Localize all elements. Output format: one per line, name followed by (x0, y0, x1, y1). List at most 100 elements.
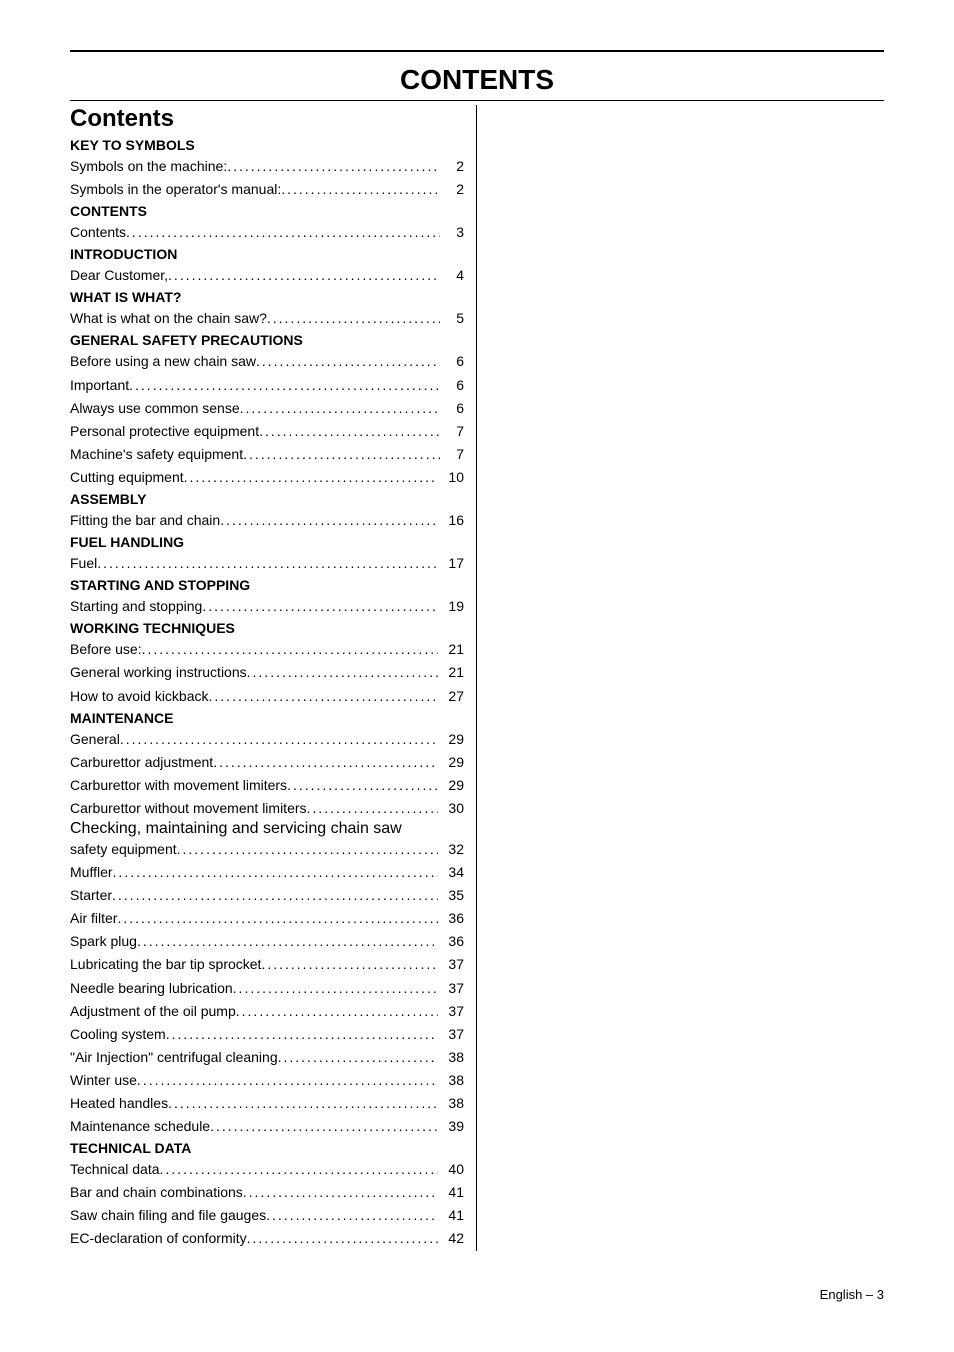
toc-item-page: 37 (438, 1023, 464, 1046)
toc-leader (247, 661, 439, 684)
toc-leader (209, 685, 439, 708)
contents-heading: Contents (70, 105, 464, 133)
toc-leader (278, 1046, 439, 1069)
toc-item: Heated handles 38 (70, 1092, 464, 1115)
toc-item-page: 41 (438, 1204, 464, 1227)
toc-item-page: 30 (438, 797, 464, 820)
toc-leader (97, 552, 438, 575)
toc-item: Carburettor adjustment 29 (70, 751, 464, 774)
toc-item-label: General working instructions (70, 661, 247, 684)
toc-item-page: 5 (440, 307, 464, 330)
toc-item-label: Cutting equipment (70, 466, 184, 489)
toc-item-label: How to avoid kickback (70, 685, 209, 708)
toc-item: Saw chain filing and file gauges 41 (70, 1204, 464, 1227)
toc-item-page: 38 (438, 1046, 464, 1069)
toc-leader (142, 638, 439, 661)
toc-item-label: Contents (70, 221, 126, 244)
toc-item-label: Always use common sense (70, 397, 240, 420)
toc-item-page: 37 (438, 1000, 464, 1023)
toc-item-label: safety equipment (70, 838, 177, 861)
toc-item-label: "Air Injection" centrifugal cleaning (70, 1046, 278, 1069)
toc-item: Cutting equipment 10 (70, 466, 464, 489)
toc-leader (233, 977, 439, 1000)
toc-item-label: Starter (70, 884, 112, 907)
toc-item-page: 21 (438, 638, 464, 661)
toc-item-page: 39 (438, 1115, 464, 1138)
toc-section-heading: ASSEMBLY (70, 491, 464, 507)
toc-item-page: 2 (440, 178, 464, 201)
toc-item-page: 41 (438, 1181, 464, 1204)
toc-leader (210, 1115, 438, 1138)
toc-section-heading: KEY TO SYMBOLS (70, 137, 464, 153)
toc-item-label: Starting and stopping (70, 595, 202, 618)
toc-item-label: Carburettor without movement limiters (70, 797, 307, 820)
toc-item-page: 16 (438, 509, 464, 532)
toc-item: EC-declaration of conformity 42 (70, 1227, 464, 1250)
toc-leader (168, 1092, 438, 1115)
toc-item: Important 6 (70, 374, 464, 397)
toc-item-label: Saw chain filing and file gauges (70, 1204, 266, 1227)
toc-item-page: 38 (438, 1092, 464, 1115)
toc-item-label: Cooling system (70, 1023, 166, 1046)
toc-item: Spark plug 36 (70, 930, 464, 953)
toc-item-label: What is what on the chain saw? (70, 307, 267, 330)
toc-item-label: Dear Customer, (70, 264, 168, 287)
toc-leader (256, 350, 440, 373)
toc-leader (220, 509, 438, 532)
toc-item-page: 35 (438, 884, 464, 907)
toc-item-label: Winter use (70, 1069, 137, 1092)
toc-item-page: 29 (438, 751, 464, 774)
toc-item: Fitting the bar and chain 16 (70, 509, 464, 532)
toc-item: safety equipment 32 (70, 838, 464, 861)
toc-leader (227, 155, 440, 178)
toc-item: Personal protective equipment 7 (70, 420, 464, 443)
toc-leader (137, 930, 438, 953)
toc-leader (240, 397, 440, 420)
toc-item: Maintenance schedule 39 (70, 1115, 464, 1138)
toc-leader (117, 907, 438, 930)
toc-leader (112, 884, 438, 907)
toc-item: Air filter 36 (70, 907, 464, 930)
toc-item-page: 19 (438, 595, 464, 618)
toc-item: Machine's safety equipment 7 (70, 443, 464, 466)
toc-item-label: General (70, 728, 120, 751)
toc-item: Contents 3 (70, 221, 464, 244)
toc-item-page: 10 (438, 466, 464, 489)
toc-item: Adjustment of the oil pump 37 (70, 1000, 464, 1023)
toc-item-page: 7 (440, 420, 464, 443)
toc-leader (259, 420, 440, 443)
toc-item: Cooling system 37 (70, 1023, 464, 1046)
toc-section-heading: INTRODUCTION (70, 246, 464, 262)
page-footer: English – 3 (820, 1287, 884, 1302)
toc-item: How to avoid kickback 27 (70, 685, 464, 708)
toc-leader (243, 443, 440, 466)
toc-item-page: 6 (440, 374, 464, 397)
toc-item: Before using a new chain saw 6 (70, 350, 464, 373)
toc-item-page: 7 (440, 443, 464, 466)
toc-item: What is what on the chain saw? 5 (70, 307, 464, 330)
toc-item-label: Before using a new chain saw (70, 350, 256, 373)
toc-leader (160, 1158, 439, 1181)
right-column (477, 105, 884, 1251)
toc-item: Symbols on the machine: 2 (70, 155, 464, 178)
toc-item-page: 29 (438, 774, 464, 797)
toc-item-label: Symbols on the machine: (70, 155, 227, 178)
toc-item-label: Technical data (70, 1158, 160, 1181)
toc-item-page: 37 (438, 953, 464, 976)
toc-item-label: Personal protective equipment (70, 420, 259, 443)
toc-leader (202, 595, 438, 618)
toc-item-page: 6 (440, 397, 464, 420)
contents-container: Contents KEY TO SYMBOLS Symbols on the ma… (70, 105, 884, 1251)
toc-item-label: Bar and chain combinations (70, 1181, 243, 1204)
toc-leader (168, 264, 440, 287)
toc-item-label: Carburettor with movement limiters (70, 774, 287, 797)
toc-item-label: Fitting the bar and chain (70, 509, 220, 532)
toc-item-label: Checking, maintaining and servicing chai… (70, 820, 464, 838)
toc-item-page: 4 (440, 264, 464, 287)
toc-leader (213, 751, 438, 774)
toc-section-heading: GENERAL SAFETY PRECAUTIONS (70, 332, 464, 348)
toc-leader (113, 861, 439, 884)
toc-leader (184, 466, 439, 489)
toc-item-label: Muffler (70, 861, 113, 884)
toc-item-label: Important (70, 374, 129, 397)
